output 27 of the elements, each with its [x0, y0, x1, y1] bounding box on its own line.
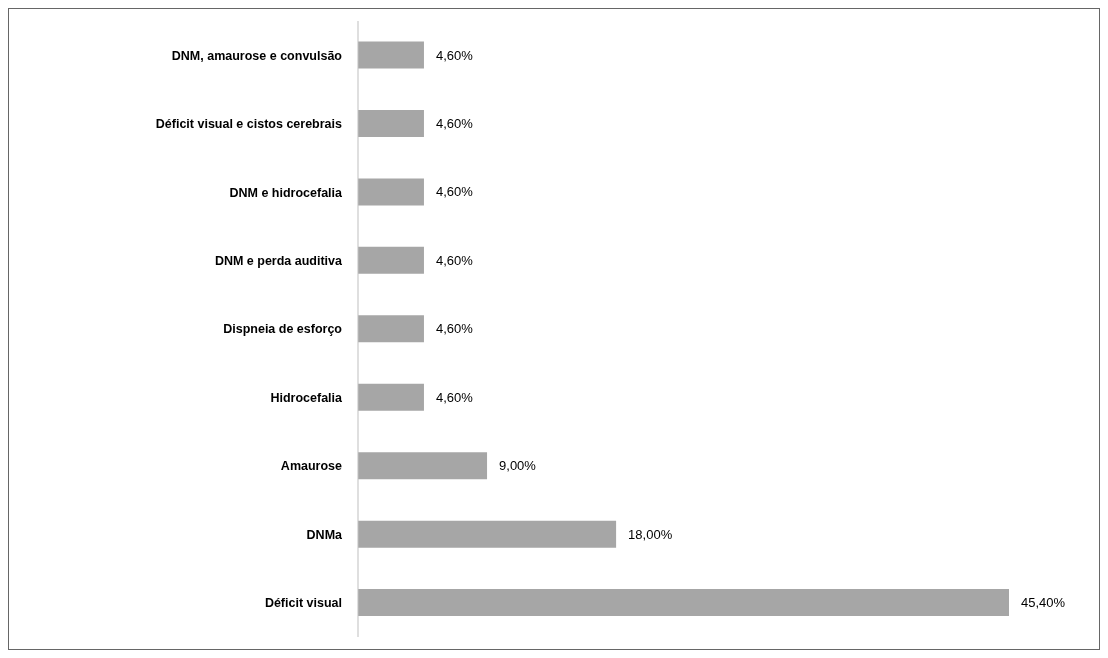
y-tick-label: DNM e hidrocefalia: [229, 185, 344, 200]
data-label: 4,60%: [435, 184, 474, 200]
data-label: 9,00%: [499, 458, 537, 474]
bar: [358, 520, 617, 548]
data-label: 18,00%: [628, 526, 673, 542]
y-tick-label: Amaurose: [280, 459, 343, 474]
data-label: 4,60%: [435, 321, 474, 337]
bar: [358, 246, 424, 274]
bar: [358, 589, 1009, 617]
y-tick-label: DNMa: [306, 527, 344, 542]
bar: [358, 178, 424, 206]
y-tick-label: Dispneia de esforço: [223, 322, 343, 337]
data-label: 4,60%: [435, 47, 474, 63]
bar: [358, 383, 424, 411]
y-tick-label: Déficit visual: [264, 596, 342, 611]
y-tick-label: Hidrocefalia: [270, 390, 344, 405]
y-tick-label: DNM e perda auditiva: [214, 253, 344, 268]
bar: [358, 109, 424, 137]
bar: [358, 315, 424, 343]
y-tick-label: Déficit visual e cistos cerebrais: [155, 117, 343, 132]
data-label: 4,60%: [435, 389, 474, 405]
data-label: 45,40%: [1021, 595, 1066, 611]
y-tick-label: DNM, amaurose e convulsão: [171, 48, 343, 63]
bar: [358, 452, 488, 480]
bar: [358, 41, 424, 69]
data-label: 4,60%: [435, 115, 474, 131]
data-label: 4,60%: [435, 252, 474, 268]
